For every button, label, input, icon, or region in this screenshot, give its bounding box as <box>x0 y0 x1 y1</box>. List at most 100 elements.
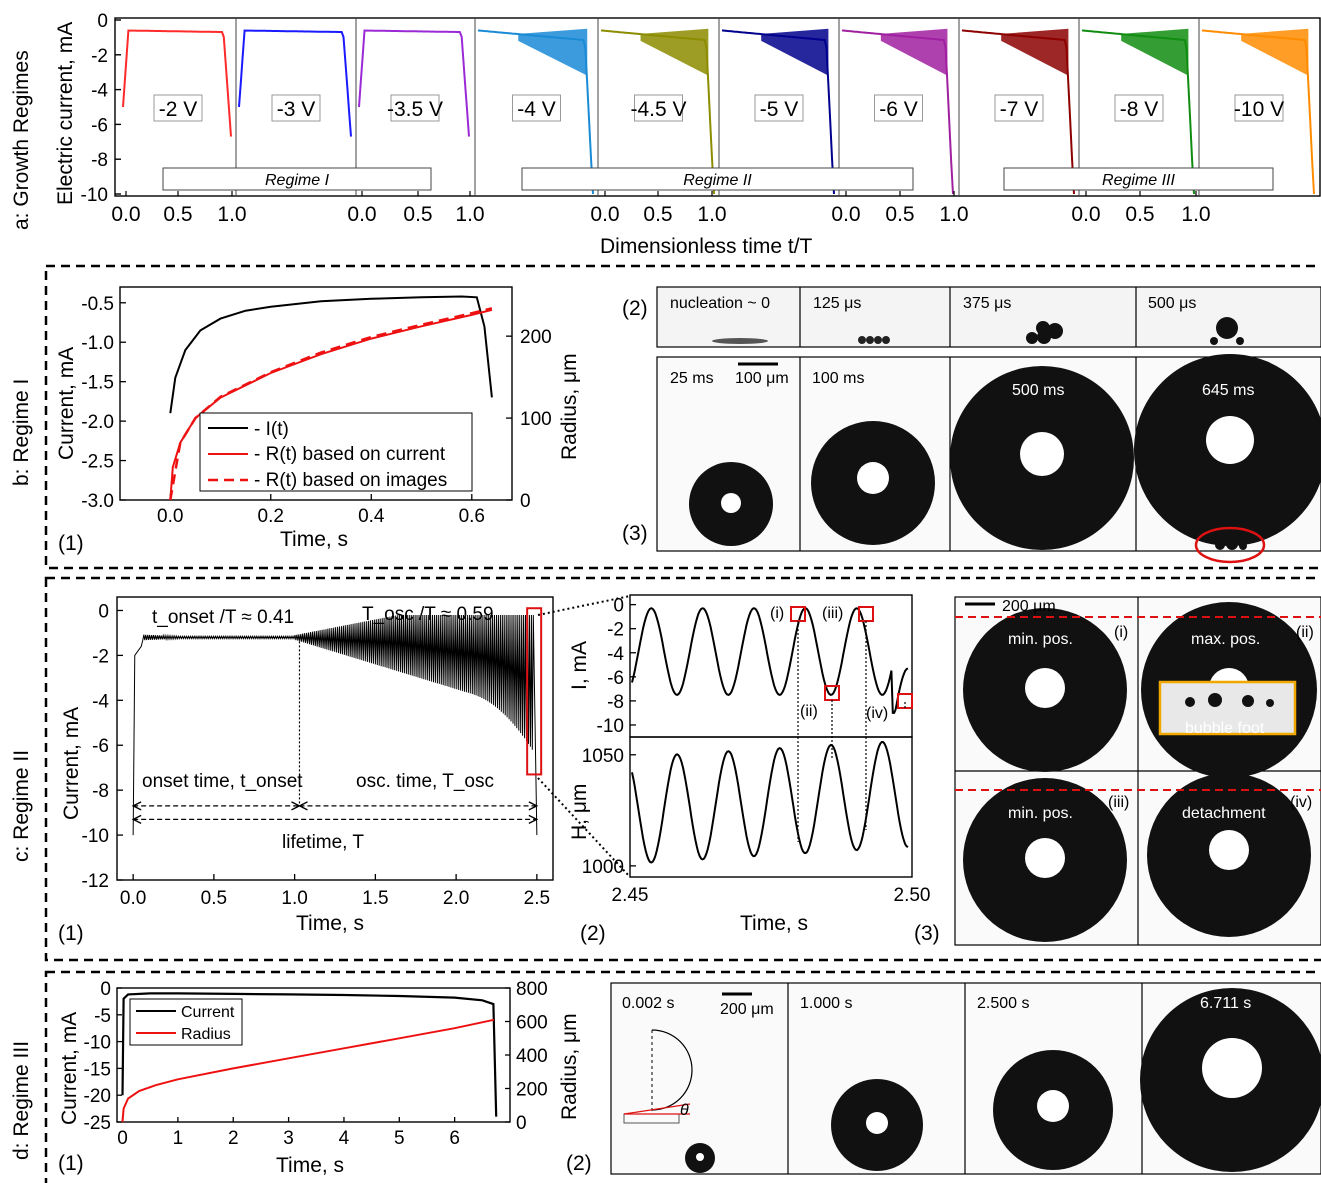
b1-ytick-label: -3.0 <box>81 491 114 512</box>
a-voltage-box <box>1114 94 1164 122</box>
c2-marker-label-2: (iii) <box>822 605 843 622</box>
panel-c1-frame <box>116 596 554 881</box>
a-ytick-label: -4 <box>91 81 108 102</box>
panel-b3-frames: 25 ms 100 μm 100 ms 500 ms 645 ms <box>656 354 1321 564</box>
panel-d-side-label: d: Regime III <box>10 1041 33 1160</box>
a-ytick-label: -10 <box>81 185 108 206</box>
a-voltage-label-3: -4 V <box>517 98 556 121</box>
onset-ratio: t_onset /T ≈ 0.41 <box>152 607 294 628</box>
c2-ytick-bot-label: 1050 <box>582 746 624 767</box>
a-voltage-label-2: -3.5 V <box>387 98 443 121</box>
a-xtick-label: 0.5 <box>163 203 192 226</box>
b1-ytick-label: -2.5 <box>81 452 114 473</box>
d1-xtick-label: 2 <box>228 1128 239 1149</box>
a-voltage-box <box>754 94 804 122</box>
b1-series-current <box>169 295 493 414</box>
panel-a-curves: -2 V -3 V -3.5 V -4 V -4.5 V -5 V -6 V -7 V -8 V… <box>122 18 1315 196</box>
a-xtick-label: 0.0 <box>347 203 376 226</box>
panel-b: b: Regime I Current, mA Radius, μm 0.0 0.… <box>10 264 1321 570</box>
d1-ytick-label: 0 <box>100 979 111 1000</box>
a-xtick-label: 0.5 <box>403 203 432 226</box>
panel-b-ylabel: Current, mA <box>55 347 78 460</box>
a-xtick-label: 1.0 <box>697 203 726 226</box>
d1-series-radius <box>121 1018 495 1123</box>
d1-ytick2-label: 0 <box>516 1113 527 1134</box>
a-voltage-label-4: -4.5 V <box>630 98 686 121</box>
panel-b-border <box>44 264 1321 570</box>
a-regime-box <box>1003 167 1274 191</box>
panel-d1-curves <box>121 992 498 1123</box>
legend-rt-current: - R(t) based on current <box>254 444 446 465</box>
panel-a-xlabel: Dimensionless time t/T <box>600 235 813 258</box>
frame-d-2500: 2.500 s <box>977 995 1029 1012</box>
a-xtick-label: 0.5 <box>643 203 672 226</box>
legend-current: Current <box>181 1004 235 1021</box>
c1-osc-arrow-head-r <box>528 801 539 811</box>
c2-ytick-top-label: -6 <box>607 668 624 689</box>
panel-d-ylabel2: Radius, μm <box>558 1013 581 1120</box>
legend-radius: Radius <box>181 1026 231 1043</box>
c1-lifetime-arrow-head-r <box>528 814 539 824</box>
c1-xtick-label: 1.5 <box>362 888 388 909</box>
c1-ytick-label: -2 <box>92 646 109 667</box>
panel-d-sub1: (1) <box>58 1152 84 1175</box>
panel-b-sub3: (3) <box>622 522 648 545</box>
frame-125us: 125 μs <box>813 295 861 312</box>
d1-xtick-label: 0 <box>117 1128 128 1149</box>
frame-100ms: 100 ms <box>812 370 864 387</box>
c2-ytick-top-label: -2 <box>607 620 624 641</box>
c2-xtick-label: 2.50 <box>894 885 931 906</box>
panel-b-side-label: b: Regime I <box>10 379 33 486</box>
img-marker-ii: (ii) <box>1296 624 1314 641</box>
d1-ytick-label: -15 <box>84 1059 111 1080</box>
a-xtick-label: 0.0 <box>1071 203 1100 226</box>
bubble-foot-inset <box>1158 680 1297 736</box>
panel-a-side-label: a: Growth Regimes <box>10 50 33 230</box>
d1-ytick2-label: 800 <box>516 979 548 1000</box>
a-voltage-label-5: -5 V <box>760 98 799 121</box>
panel-d-ylabel: Current, mA <box>58 1012 81 1125</box>
legend-it: - I(t) <box>254 419 289 440</box>
c2-marker-label-0: (i) <box>770 605 784 622</box>
img-label-iii: min. pos. <box>1008 805 1073 822</box>
bubble-foot-highlight <box>1194 526 1266 564</box>
a-xtick-label: 0.0 <box>111 203 140 226</box>
c2-height-trace <box>631 740 909 864</box>
a-voltage-box <box>634 94 683 122</box>
frame-d-1000: 1.000 s <box>800 995 852 1012</box>
a-voltage-label-0: -2 V <box>159 98 198 121</box>
c1-ytick-label: -12 <box>82 871 109 892</box>
panel-b1-xlabel: Time, s <box>280 528 348 551</box>
a-voltage-label-8: -8 V <box>1120 98 1159 121</box>
d1-ytick-label: -5 <box>94 1006 111 1027</box>
scale-b: 100 μm <box>735 370 789 387</box>
a-ytick-label: -8 <box>91 150 108 171</box>
a-xtick-label: 0.0 <box>590 203 619 226</box>
panel-c-sub2: (2) <box>580 922 606 945</box>
panel-b1-curves <box>169 295 493 501</box>
osc-ratio: T_osc /T ≈ 0.59 <box>362 604 494 625</box>
d1-xtick-label: 6 <box>449 1128 460 1149</box>
c1-xtick-label: 2.0 <box>443 888 469 909</box>
c1-ytick-label: -6 <box>92 736 109 757</box>
scale-d: 200 μm <box>720 1001 774 1018</box>
a-xtick-label: 1.0 <box>1181 203 1210 226</box>
c1-xtick-label: 0.0 <box>120 888 146 909</box>
panel-d2-frames: 0.002 s 200 μm 1.000 s 2.500 s θ 6.711 s <box>610 982 1321 1175</box>
panel-c1-xlabel: Time, s <box>296 912 364 935</box>
c2-marker-label-1: (ii) <box>800 703 818 720</box>
a-osc-band-9 <box>1241 28 1309 76</box>
c2-ytick-top-label: -4 <box>607 644 624 665</box>
panel-b1-legend: - I(t) - R(t) based on current - R(t) ba… <box>199 412 473 492</box>
panel-a: a: Growth Regimes Electric current, mA 0… <box>10 11 1321 258</box>
a-regime-label-1: Regime II <box>683 172 752 189</box>
panel-c3-images: 200 μm min. pos. max. pos. min. pos. det… <box>954 596 1321 946</box>
panel-a-yticks: 0 -2 -4 -6 -8 -10 <box>81 11 121 206</box>
b1-series-radius-images <box>169 307 493 501</box>
zoom-xlabel: Time, s <box>740 912 808 935</box>
scale-c: 200 μm <box>1002 598 1056 615</box>
c1-ytick-label: -4 <box>92 691 109 712</box>
panel-a-ylabel: Electric current, mA <box>54 22 77 205</box>
a-ytick-label: 0 <box>97 11 108 32</box>
img-marker-i: (i) <box>1114 624 1128 641</box>
